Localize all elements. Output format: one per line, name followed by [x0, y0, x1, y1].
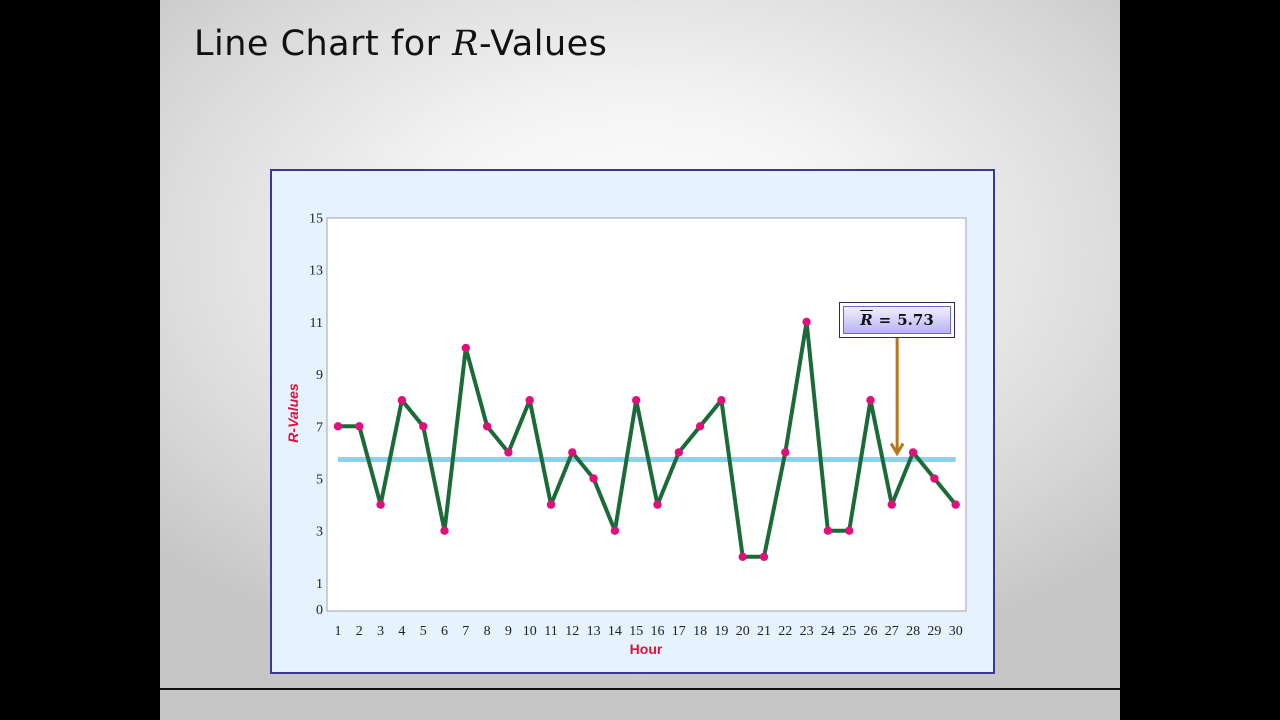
data-point: [482, 422, 492, 431]
y-tick-label: 3: [316, 525, 323, 540]
data-point: [674, 448, 683, 457]
y-axis-title: R-Values: [285, 383, 301, 443]
x-tick-label: 10: [523, 624, 537, 639]
title-prefix: Line Chart for: [194, 24, 453, 64]
x-tick-label: 2: [356, 624, 363, 639]
x-tick-label: 26: [864, 624, 878, 639]
data-point: [376, 500, 385, 509]
x-tick-label: 18: [693, 624, 707, 639]
y-tick-label: 13: [309, 264, 323, 279]
data-point: [866, 396, 875, 405]
data-points: [333, 317, 960, 561]
x-tick-label: 27: [885, 624, 899, 639]
plot-area: [326, 217, 967, 612]
title-italic-r: R: [452, 24, 479, 64]
data-point: [738, 552, 747, 561]
footer-divider: [160, 688, 1120, 690]
x-tick-label: 7: [462, 624, 469, 639]
x-tick-labels: 1 2 3 4 5 6 7 8 9 10 11 12 13 14 15 16 17 18 19 20 21 22 23 24 2…: [335, 624, 963, 639]
data-point: [823, 526, 833, 535]
x-tick-label: 5: [420, 624, 427, 639]
x-tick-label: 16: [651, 624, 665, 639]
data-point: [781, 448, 790, 457]
y-tick-label: 1: [316, 577, 323, 592]
data-point: [930, 474, 939, 483]
data-point: [653, 500, 662, 509]
r-bar-symbol: R: [860, 311, 873, 329]
y-tick-label: 7: [316, 420, 323, 435]
data-point: [845, 526, 854, 535]
data-point: [333, 422, 343, 431]
r-bar-value: 5.73: [897, 311, 934, 329]
y-tick-label: 11: [310, 316, 323, 331]
data-point: [632, 396, 641, 405]
y-tick-label: 5: [316, 473, 323, 488]
y-tick-label: 9: [316, 368, 323, 383]
annotation-arrow-head: [889, 442, 905, 457]
slide-title: Line Chart for R-Values: [194, 24, 607, 64]
x-tick-label: 21: [757, 624, 771, 639]
data-point: [355, 422, 364, 431]
data-point: [504, 448, 513, 457]
x-tick-label: 6: [441, 624, 448, 639]
x-tick-label: 17: [672, 624, 686, 639]
y-tick-label: 15: [309, 212, 323, 227]
data-point: [419, 422, 428, 431]
chart-frame: 0 1 3 5 7 9 11 13 15 1 2 3 4 5 6 7 8 9 10 11 12 13 14 15 16 17 18…: [270, 169, 995, 674]
r-bar-callout: R = 5.73: [839, 302, 955, 338]
data-point: [887, 500, 896, 509]
data-point: [610, 526, 620, 535]
x-tick-label: 9: [505, 624, 512, 639]
data-point: [525, 396, 534, 405]
x-tick-label: 20: [736, 624, 750, 639]
x-tick-label: 12: [565, 624, 579, 639]
x-tick-label: 8: [484, 624, 491, 639]
x-tick-label: 3: [377, 624, 384, 639]
x-tick-label: 13: [587, 624, 601, 639]
x-tick-label: 1: [335, 624, 342, 639]
y-tick-label: 0: [316, 603, 323, 618]
x-tick-label: 11: [544, 624, 557, 639]
x-tick-label: 28: [906, 624, 920, 639]
x-axis-title: Hour: [630, 641, 663, 657]
data-point: [951, 500, 960, 509]
data-point: [759, 552, 769, 561]
x-tick-label: 15: [629, 624, 643, 639]
data-point: [695, 422, 705, 431]
data-point: [908, 448, 918, 457]
r-bar-equals: =: [878, 311, 892, 329]
data-point: [568, 448, 577, 457]
x-tick-label: 19: [714, 624, 728, 639]
x-tick-label: 23: [800, 624, 814, 639]
x-tick-label: 25: [842, 624, 856, 639]
x-tick-label: 30: [949, 624, 963, 639]
x-tick-label: 4: [398, 624, 405, 639]
data-point: [546, 500, 556, 509]
x-tick-label: 22: [778, 624, 792, 639]
r-bar-callout-label: R = 5.73: [843, 306, 951, 334]
data-point: [397, 396, 407, 405]
data-point: [461, 343, 470, 353]
data-point: [717, 396, 726, 405]
data-point: [802, 317, 811, 327]
data-point: [589, 474, 598, 483]
x-tick-label: 24: [821, 624, 835, 639]
title-suffix: -Values: [478, 24, 608, 64]
series-line-r-values: [338, 319, 958, 559]
data-point: [440, 526, 449, 535]
x-tick-label: 14: [608, 624, 622, 639]
x-tick-label: 29: [927, 624, 941, 639]
